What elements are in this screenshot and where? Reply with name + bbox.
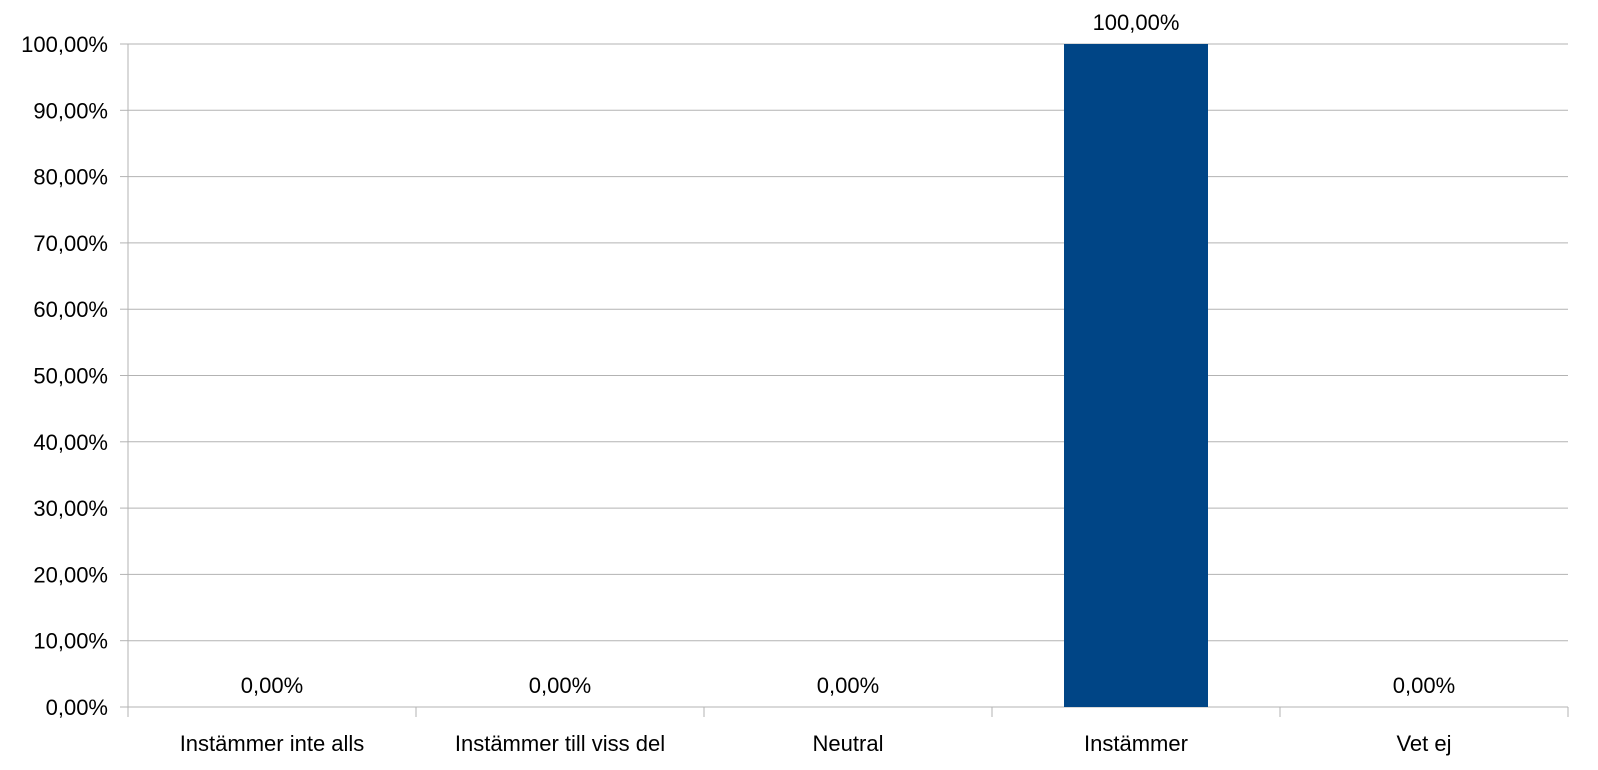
data-label: 100,00% [1093, 10, 1180, 35]
category-label: Instämmer till viss del [455, 731, 665, 756]
y-tick-label: 60,00% [33, 297, 108, 322]
category-label: Vet ej [1396, 731, 1451, 756]
gridlines [128, 43, 1568, 708]
y-tick-label: 80,00% [33, 165, 108, 190]
y-tick-label: 90,00% [33, 98, 108, 123]
axes [120, 43, 1569, 717]
data-label: 0,00% [1393, 673, 1455, 698]
category-label: Instämmer [1084, 731, 1188, 756]
data-label: 0,00% [241, 673, 303, 698]
y-tick-label: 50,00% [33, 364, 108, 389]
data-label: 0,00% [529, 673, 591, 698]
bar-3 [1064, 44, 1208, 707]
y-tick-label: 10,00% [33, 629, 108, 654]
bars [1064, 44, 1208, 707]
y-tick-label: 40,00% [33, 430, 108, 455]
data-label: 0,00% [817, 673, 879, 698]
y-tick-label: 30,00% [33, 496, 108, 521]
y-tick-label: 20,00% [33, 562, 108, 587]
y-tick-label: 70,00% [33, 231, 108, 256]
labels: 0,00% 10,00% 20,00% 30,00% 40,00% 50,00% 60,00… [21, 10, 1455, 756]
y-tick-label: 0,00% [46, 695, 108, 720]
category-label: Instämmer inte alls [180, 731, 365, 756]
y-tick-label: 100,00% [21, 32, 108, 57]
category-label: Neutral [813, 731, 884, 756]
